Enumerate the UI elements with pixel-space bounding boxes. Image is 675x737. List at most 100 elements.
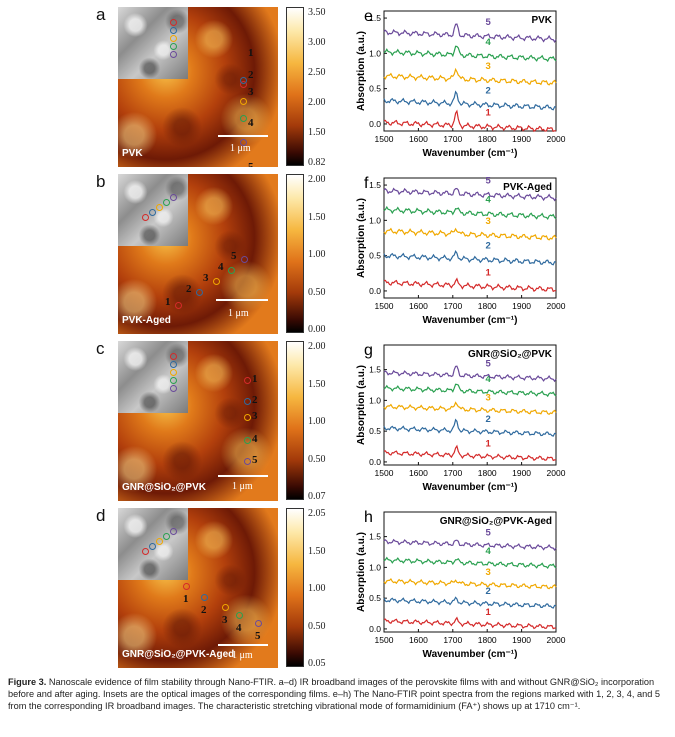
point-number-4: 4 (236, 622, 242, 634)
point-marker-3 (240, 98, 247, 105)
point-number-2: 2 (186, 283, 192, 295)
x-tick-label: 2000 (547, 635, 566, 645)
figure-caption: Figure 3. Nanoscale evidence of film sta… (8, 676, 668, 712)
series-line-5 (383, 23, 557, 44)
sample-name: PVK (122, 148, 143, 159)
spectrum-svg: 1500 1600 1700 1800 1900 2000 0.0 0.5 1.0 1.5 Wave… (356, 342, 566, 493)
x-axis-label: Wavenumber (cm⁻¹) (423, 148, 518, 159)
point-marker-1 (244, 377, 251, 384)
panel-row-3: c GNR@SiO₂@PVK 1 μm 1 2 3 4 5 2.00 1.50 1.00 0.… (0, 339, 675, 504)
caption-text: Nanoscale evidence of film stability thr… (8, 677, 660, 711)
y-tick-label: 1.0 (369, 215, 381, 225)
spectrum-plot-h: 1500 1600 1700 1800 1900 2000 0.0 0.5 1.0 1.5 Wave… (356, 506, 566, 666)
y-tick-label: 0.0 (369, 457, 381, 467)
series-line-3 (383, 227, 557, 241)
y-tick-label: 0.0 (369, 286, 381, 296)
sample-name: GNR@SiO₂@PVK (122, 482, 206, 493)
plot-title: GNR@SiO₂@PVK (468, 349, 553, 360)
spectrum-panel-label: f (364, 175, 369, 192)
y-tick-label: 1.0 (369, 395, 381, 405)
point-number-5: 5 (252, 454, 258, 466)
series-label-3: 3 (485, 567, 490, 578)
series-label-1: 1 (485, 607, 491, 618)
point-marker-5 (241, 256, 248, 263)
scale-bar (216, 299, 268, 301)
y-tick-label: 1.5 (369, 180, 381, 190)
series-line-5 (383, 365, 557, 383)
caption-label: Figure 3. (8, 677, 47, 687)
point-number-5: 5 (231, 250, 237, 262)
spectrum-panel-label: h (364, 509, 373, 526)
series-line-1 (383, 109, 557, 133)
colorbar-tick: 1.50 (308, 211, 326, 223)
colorbar-tick: 0.50 (308, 286, 326, 298)
scale-bar (218, 135, 268, 137)
x-axis-label: Wavenumber (cm⁻¹) (423, 649, 518, 660)
optical-inset (118, 508, 188, 580)
y-tick-label: 1.0 (369, 48, 381, 58)
colorbar (286, 341, 304, 500)
inset-marker-3 (156, 204, 163, 211)
colorbar-tick: 0.50 (308, 620, 326, 632)
y-tick-label: 0.5 (369, 426, 381, 436)
panel-label-a: a (96, 5, 106, 24)
series-line-4 (383, 205, 557, 220)
colorbar-tick: 3.00 (308, 37, 326, 48)
colorbar-tick: 1.50 (308, 127, 326, 138)
scale-bar (218, 475, 268, 477)
inset-marker-5 (170, 51, 177, 58)
x-tick-label: 2000 (547, 468, 566, 478)
inset-marker-5 (170, 385, 177, 392)
panel-label-b: b (96, 172, 106, 191)
spectrum-svg: 1500 1600 1700 1800 1900 2000 0.0 0.5 1.0 1.5 Wave… (356, 8, 566, 159)
colorbar-tick: 0.07 (308, 491, 326, 502)
inset-marker-5 (170, 194, 177, 201)
colorbar-tick: 1.00 (308, 583, 326, 594)
x-axis-label: Wavenumber (cm⁻¹) (423, 315, 518, 326)
scale-bar (218, 644, 268, 646)
x-tick-label: 1500 (375, 635, 394, 645)
series-label-5: 5 (485, 527, 491, 538)
scale-label: 1 μm (230, 143, 251, 154)
series-label-5: 5 (485, 359, 491, 370)
series-line-5 (383, 538, 557, 552)
y-tick-label: 1.5 (369, 532, 381, 542)
x-tick-label: 1800 (478, 134, 497, 144)
point-number-4: 4 (252, 433, 258, 445)
series-label-5: 5 (485, 176, 491, 187)
scale-label: 1 μm (232, 481, 253, 492)
inset-marker-1 (170, 353, 177, 360)
afm-image-pvk: PVK 1 μm 1 2 3 4 5 (118, 7, 278, 167)
point-number-5: 5 (255, 630, 261, 642)
series-label-4: 4 (485, 37, 491, 48)
panel-label-d: d (96, 506, 106, 525)
spectrum-panel-label: g (364, 342, 373, 359)
point-number-3: 3 (203, 272, 209, 284)
scale-label: 1 μm (228, 308, 249, 319)
series-line-2 (383, 596, 557, 609)
series-line-1 (383, 616, 557, 630)
y-axis-label: Absorption (a.u.) (356, 532, 367, 612)
inset-marker-2 (170, 27, 177, 34)
series-label-1: 1 (485, 267, 491, 278)
colorbar (286, 7, 304, 166)
spectrum-svg: 1500 1600 1700 1800 1900 2000 0.0 0.5 1.0 1.5 Wave… (356, 509, 566, 660)
point-marker-5 (240, 139, 247, 146)
series-label-2: 2 (485, 414, 490, 425)
series-line-1 (383, 444, 557, 462)
inset-marker-4 (170, 43, 177, 50)
series-label-2: 2 (485, 241, 490, 252)
x-tick-label: 1900 (512, 635, 531, 645)
point-number-1: 1 (248, 47, 254, 59)
series-label-1: 1 (485, 107, 491, 118)
colorbar (286, 174, 304, 333)
inset-marker-2 (149, 543, 156, 550)
colorbar-tick: 0.05 (308, 658, 326, 669)
x-tick-label: 1500 (375, 468, 394, 478)
x-tick-label: 1500 (375, 301, 394, 311)
series-label-4: 4 (485, 374, 491, 385)
series-line-1 (383, 277, 557, 293)
